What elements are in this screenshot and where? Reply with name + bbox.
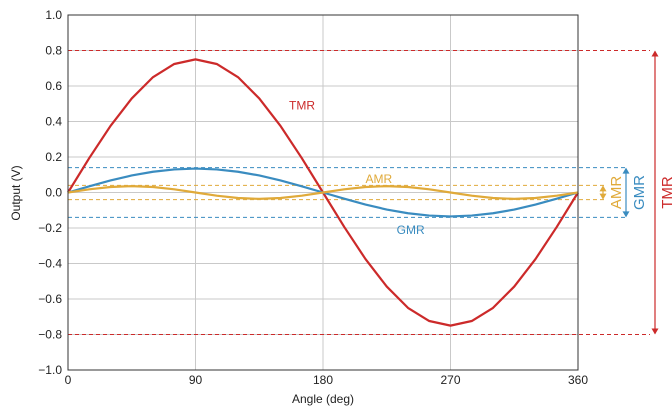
y-tick-label: 1.0 <box>45 8 62 22</box>
y-tick-label: 0.6 <box>45 79 62 93</box>
gmr-range-arrow: GMR <box>622 167 648 218</box>
tmr-range-label: TMR <box>659 176 672 209</box>
amr-series-line <box>67 185 579 200</box>
gmr-range-label: GMR <box>631 175 648 210</box>
amr-range-arrow: AMR <box>599 176 625 210</box>
tmr-series-label: TMR <box>289 99 315 113</box>
series-lines <box>67 58 579 327</box>
y-tick-label: −0.6 <box>38 292 62 306</box>
series-labels: TMR GMR AMR <box>289 99 425 237</box>
y-tick-label: −0.4 <box>38 257 62 271</box>
amr-range-label: AMR <box>608 176 625 210</box>
y-tick-label: −0.2 <box>38 221 62 235</box>
amr-series-label: AMR <box>366 172 393 186</box>
y-tick-label: 0.8 <box>45 44 62 58</box>
y-tick-label: −1.0 <box>38 363 62 377</box>
range-arrows: AMR GMR TMR <box>599 50 672 335</box>
x-tick-label: 90 <box>189 373 203 387</box>
x-axis-title: Angle (deg) <box>292 392 354 406</box>
tick-labels: 0 90 180 270 360 1.0 0.8 0.6 0.4 0.2 0.0 −0.2 −0.4 −0… <box>38 8 588 387</box>
x-tick-label: 360 <box>568 373 588 387</box>
x-tick-label: 270 <box>440 373 460 387</box>
gmr-series-label: GMR <box>397 223 425 237</box>
x-tick-label: 0 <box>65 373 72 387</box>
y-tick-label: 0.4 <box>45 115 62 129</box>
y-axis-title: Output (V) <box>9 165 23 220</box>
y-tick-label: 0.0 <box>45 186 62 200</box>
plot-frame <box>67 14 579 371</box>
tmr-range-arrow: TMR <box>651 50 672 335</box>
x-tick-label: 180 <box>313 373 333 387</box>
y-tick-label: −0.8 <box>38 328 62 342</box>
y-tick-label: 0.2 <box>45 150 62 164</box>
